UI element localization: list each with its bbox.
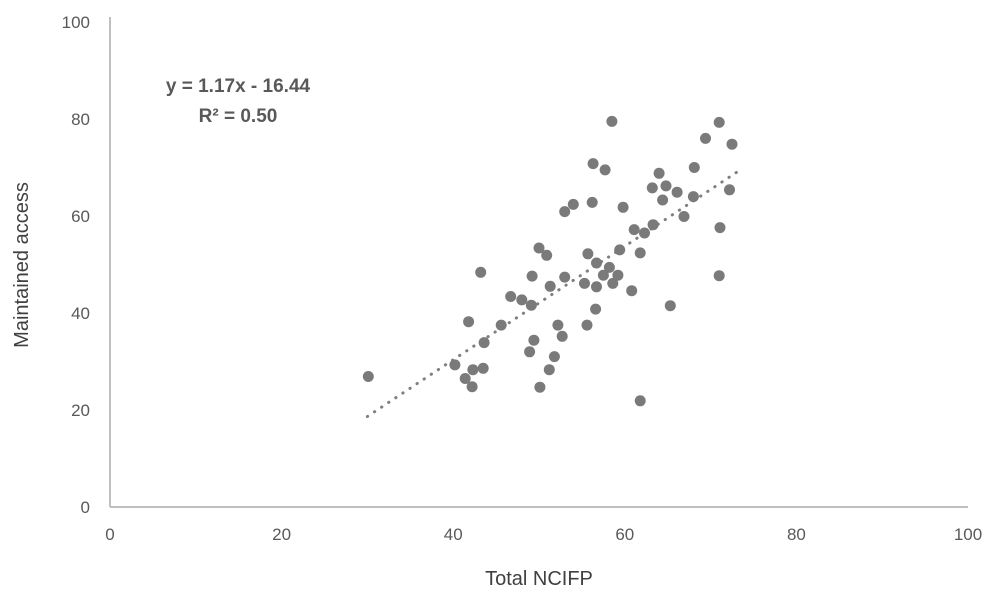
- scatter-point: [466, 381, 478, 393]
- x-tick-label: 20: [272, 525, 291, 544]
- x-tick-label: 0: [105, 525, 114, 544]
- scatter-point: [646, 182, 658, 194]
- scatter-point: [524, 346, 536, 358]
- scatter-point: [567, 198, 579, 210]
- scatter-point: [559, 206, 571, 218]
- y-tick-label: 20: [71, 401, 90, 420]
- scatter-point: [362, 371, 374, 382]
- scatter-point: [628, 224, 640, 236]
- scatter-point: [607, 277, 619, 289]
- scatter-point: [467, 364, 479, 376]
- scatter-point: [505, 291, 517, 302]
- x-tick-label: 40: [444, 525, 463, 544]
- scatter-point: [590, 303, 602, 315]
- scatter-point: [664, 300, 676, 312]
- scatter-point: [544, 280, 556, 292]
- scatter-points: [362, 115, 738, 407]
- scatter-point: [614, 244, 626, 256]
- y-axis-tick-labels: 0 20 40 60 80 100: [62, 13, 90, 517]
- y-tick-label: 100: [62, 13, 90, 32]
- scatter-point: [713, 116, 725, 128]
- r-squared-label: R² = 0.50: [199, 106, 278, 127]
- x-tick-label: 80: [787, 525, 806, 544]
- scatter-point: [582, 248, 594, 260]
- scatter-point: [533, 242, 545, 254]
- scatter-point: [634, 395, 646, 407]
- scatter-point: [639, 227, 650, 239]
- scatter-point: [671, 186, 683, 198]
- scatter-point: [647, 219, 659, 231]
- scatter-point: [543, 364, 555, 376]
- scatter-point: [660, 180, 672, 192]
- scatter-point: [724, 184, 735, 196]
- scatter-point: [579, 277, 590, 289]
- scatter-point: [714, 222, 726, 234]
- scatter-point: [617, 201, 629, 213]
- scatter-point: [713, 270, 725, 282]
- scatter-point: [525, 299, 537, 311]
- scatter-point: [726, 138, 738, 150]
- scatter-point: [541, 249, 553, 261]
- scatter-point: [687, 191, 699, 203]
- scatter-point: [599, 164, 611, 176]
- x-axis-tick-labels: 0 20 40 60 80 100: [105, 525, 982, 544]
- scatter-point: [700, 132, 711, 144]
- scatter-point: [591, 281, 602, 293]
- scatter-point: [528, 334, 540, 346]
- scatter-point: [591, 257, 602, 269]
- scatter-point: [449, 359, 461, 371]
- scatter-point: [634, 247, 646, 259]
- y-tick-label: 60: [71, 207, 90, 226]
- scatter-point: [552, 319, 564, 331]
- scatter-point: [459, 373, 471, 384]
- scatter-point: [548, 351, 560, 363]
- y-tick-label: 40: [71, 304, 90, 323]
- scatter-point: [581, 319, 593, 331]
- scatter-point: [597, 269, 609, 281]
- trendline: [365, 170, 738, 418]
- scatter-point: [559, 271, 571, 283]
- scatter-point: [478, 337, 490, 349]
- scatter-point: [653, 167, 665, 179]
- y-tick-label: 80: [71, 110, 90, 129]
- scatter-point: [586, 196, 598, 208]
- x-axis-title: Total NCIFP: [485, 568, 593, 590]
- scatter-point: [463, 316, 475, 328]
- scatter-point: [678, 211, 690, 222]
- scatter-point: [603, 261, 615, 273]
- x-tick-label: 100: [954, 525, 982, 544]
- scatter-point: [526, 270, 538, 282]
- scatter-point: [495, 319, 507, 331]
- scatter-point: [587, 158, 599, 170]
- x-tick-label: 60: [615, 525, 634, 544]
- scatter-point: [534, 381, 546, 393]
- scatter-point: [688, 162, 700, 173]
- scatter-point: [612, 269, 624, 281]
- scatter-point: [556, 330, 568, 342]
- scatter-point: [475, 266, 487, 278]
- scatter-point: [516, 294, 528, 306]
- scatter-point: [657, 194, 669, 206]
- scatter-point: [606, 115, 618, 127]
- scatter-point: [626, 285, 638, 297]
- y-axis-title: Maintained access: [11, 182, 33, 348]
- trendline-equation-label: y = 1.17x - 16.44: [166, 76, 311, 97]
- scatter-point: [477, 362, 489, 374]
- y-tick-label: 0: [81, 498, 90, 517]
